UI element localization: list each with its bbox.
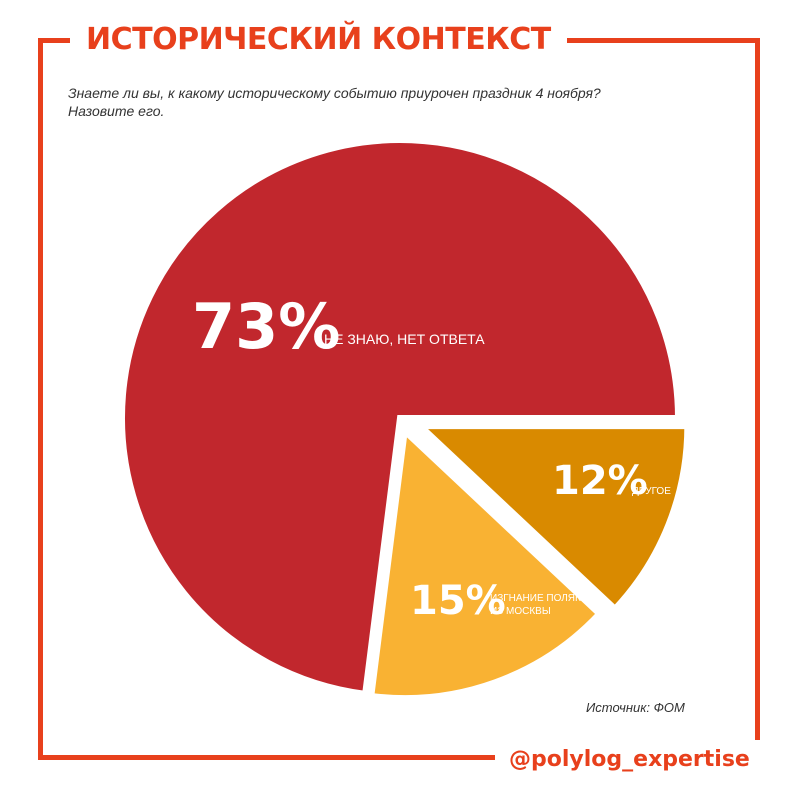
social-handle: @polylog_expertise <box>495 740 764 780</box>
slice-category-label: НЕ ЗНАЮ, НЕТ ОТВЕТА <box>324 331 485 347</box>
question-line-2: Назовите его. <box>68 103 165 119</box>
survey-question: Знаете ли вы, к какому историческому соб… <box>68 84 668 120</box>
pie-slice-15 <box>367 424 604 701</box>
question-line-1: Знаете ли вы, к какому историческому соб… <box>68 85 601 101</box>
source-note: Источник: ФОМ <box>586 700 685 715</box>
slice-category-label: ИЗ МОСКВЫ <box>490 606 551 617</box>
page-title: ИСТОРИЧЕСКИЙ КОНТЕКСТ <box>70 18 567 62</box>
slice-percent-label: 12% <box>552 458 648 504</box>
slice-category-label: ИЗГНАНИЕ ПОЛЯКОВ <box>490 593 596 604</box>
slice-percent-label: 73% <box>192 290 340 363</box>
slice-category-label: ДРУГОЕ <box>632 486 671 497</box>
pie-slice-73 <box>119 137 682 698</box>
slice-percent-label: 15% <box>410 578 506 624</box>
pie-slice-12 <box>412 423 691 614</box>
